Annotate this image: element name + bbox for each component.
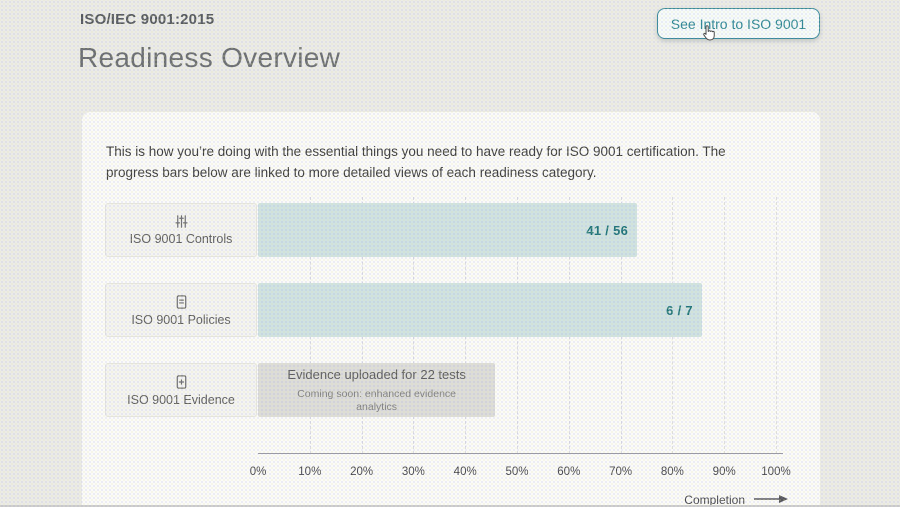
x-axis-ticks: 0% 10% 20% 30% 40% 50% 60% 70% 80% 90% 1… <box>250 466 791 480</box>
tick-20: 20% <box>350 466 374 478</box>
tick-0: 0% <box>249 466 267 478</box>
tick-70: 70% <box>609 466 633 478</box>
tick-50: 50% <box>505 466 529 478</box>
axis-caption: Completion <box>658 493 788 507</box>
see-intro-button-label: See Intro to ISO 9001 <box>670 15 807 32</box>
policies-progress-bar[interactable]: 6 / 7 <box>258 283 702 337</box>
gridline-90 <box>724 197 726 454</box>
document-icon <box>174 294 189 310</box>
gridline-100 <box>776 197 777 454</box>
controls-category-label: ISO 9001 Controls <box>129 232 233 246</box>
standard-name-eyebrow: ISO/IEC 9001:2015 <box>80 11 215 28</box>
see-intro-button[interactable]: See Intro to ISO 9001 <box>657 8 820 39</box>
tick-80: 80% <box>660 466 684 478</box>
evidence-category-tile[interactable]: ISO 9001 Evidence <box>105 363 257 417</box>
tick-100: 100% <box>761 466 791 478</box>
policies-category-tile[interactable]: ISO 9001 Policies <box>105 283 257 337</box>
completion-chart-plot: 41 / 56 6 / 7 Evidence uploaded for 22 t… <box>258 197 777 454</box>
document-plus-icon <box>174 374 189 390</box>
tick-90: 90% <box>712 466 736 478</box>
evidence-status-note: Coming soon: enhanced evidence analytics <box>297 387 456 413</box>
x-axis-line <box>258 453 783 454</box>
evidence-status-title: Evidence uploaded for 22 tests <box>287 366 466 382</box>
card-description: This is how you’re doing with the essent… <box>106 144 726 180</box>
tick-60: 60% <box>557 466 581 478</box>
tick-10: 10% <box>298 466 322 478</box>
policies-progress-value: 6 / 7 <box>666 302 693 318</box>
tick-40: 40% <box>453 466 477 478</box>
tick-30: 30% <box>401 466 425 478</box>
evidence-category-label: ISO 9001 Evidence <box>127 392 235 407</box>
readiness-card: This is how you’re doing with the essent… <box>82 112 820 507</box>
policies-category-label: ISO 9001 Policies <box>131 312 231 327</box>
page-title: Readiness Overview <box>78 42 341 73</box>
controls-progress-bar[interactable]: 41 / 56 <box>258 203 638 257</box>
mouse-cursor-icon <box>700 24 717 48</box>
evidence-status-box[interactable]: Evidence uploaded for 22 tests Coming so… <box>258 363 496 417</box>
frame-bottom-edge <box>0 505 900 507</box>
controls-progress-value: 41 / 56 <box>586 222 629 238</box>
right-arrow-icon <box>754 493 788 507</box>
controls-category-tile[interactable]: ISO 9001 Controls <box>105 203 257 257</box>
sliders-icon <box>174 214 189 229</box>
axis-caption-label: Completion <box>684 493 745 507</box>
